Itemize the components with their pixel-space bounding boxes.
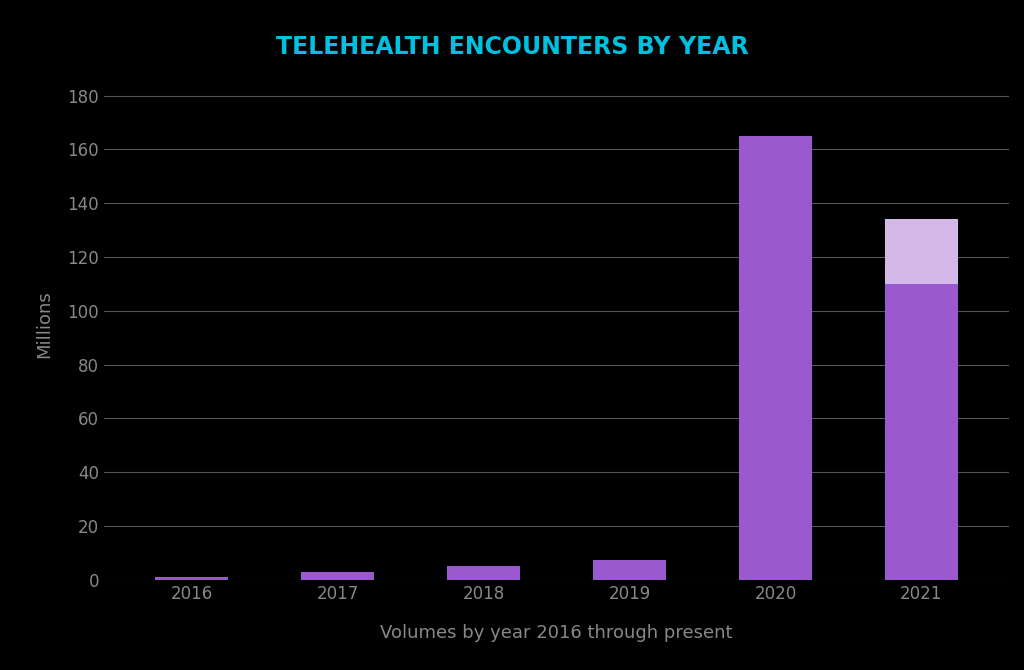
Bar xyxy=(301,572,374,580)
Text: TELEHEALTH ENCOUNTERS BY YEAR: TELEHEALTH ENCOUNTERS BY YEAR xyxy=(275,35,749,59)
Bar xyxy=(447,566,520,580)
Bar xyxy=(885,284,957,580)
Bar xyxy=(155,577,228,580)
Bar xyxy=(885,219,957,284)
Bar xyxy=(739,136,812,580)
X-axis label: Volumes by year 2016 through present: Volumes by year 2016 through present xyxy=(380,624,733,642)
Bar xyxy=(593,559,666,580)
Y-axis label: Millions: Millions xyxy=(36,290,53,358)
